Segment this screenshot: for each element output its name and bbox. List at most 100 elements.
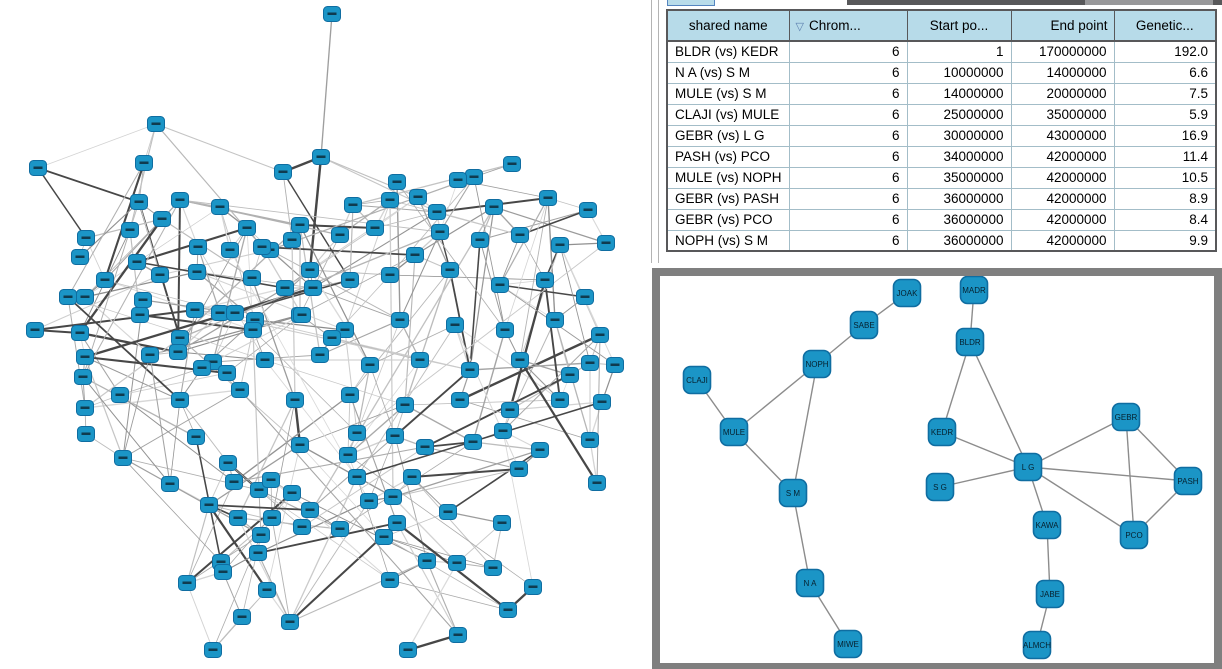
table-cell[interactable]: 30000000 [906, 125, 1012, 147]
network-node[interactable] [406, 247, 424, 263]
table-row[interactable]: NOPH (vs) S M 6 36000000 42000000 9.9 [667, 230, 1217, 251]
node-shape[interactable] [927, 417, 957, 447]
column-header-genetic---[interactable]: Genetic... [1113, 10, 1217, 42]
table-row[interactable]: CLAJI (vs) MULE 6 25000000 35000000 5.9 [667, 104, 1217, 126]
network-node[interactable] [449, 627, 467, 643]
network-node[interactable] [446, 317, 464, 333]
node-shape[interactable] [892, 278, 922, 308]
network-node[interactable] [496, 322, 514, 338]
network-node[interactable] [204, 642, 222, 658]
node-shape[interactable] [833, 629, 863, 659]
network-node[interactable] [233, 609, 251, 625]
network-node[interactable] [381, 192, 399, 208]
top-scrollbar-track[interactable] [847, 0, 1222, 5]
panel-splitter-line-2[interactable] [658, 0, 659, 263]
filter-icon[interactable]: ▽ [795, 21, 804, 33]
table-cell[interactable]: 25000000 [906, 104, 1012, 126]
network-node-KEDR[interactable]: KEDR [927, 417, 957, 447]
network-node[interactable] [366, 220, 384, 236]
table-row[interactable]: N A (vs) S M 6 10000000 14000000 6.6 [667, 62, 1217, 84]
network-node[interactable] [388, 174, 406, 190]
left-network-canvas[interactable] [0, 0, 652, 669]
node-shape[interactable] [778, 478, 808, 508]
network-node[interactable] [439, 504, 457, 520]
network-node[interactable] [171, 330, 189, 346]
network-node[interactable] [171, 192, 189, 208]
table-cell[interactable]: 36000000 [906, 209, 1012, 231]
network-node[interactable] [451, 392, 469, 408]
network-node[interactable] [253, 239, 271, 255]
network-node[interactable] [312, 149, 330, 165]
network-node[interactable] [375, 529, 393, 545]
network-node[interactable] [551, 392, 569, 408]
network-node[interactable] [249, 545, 267, 561]
table-cell[interactable]: 35000000 [906, 167, 1012, 189]
network-node[interactable] [323, 330, 341, 346]
network-node[interactable] [229, 510, 247, 526]
network-node[interactable] [311, 347, 329, 363]
node-shape[interactable] [719, 417, 749, 447]
network-node[interactable] [281, 614, 299, 630]
network-node[interactable] [511, 227, 529, 243]
table-cell[interactable]: 16.9 [1113, 125, 1217, 147]
network-node-ALMCH[interactable]: ALMCH [1022, 630, 1052, 660]
network-node[interactable] [121, 222, 139, 238]
table-row[interactable]: BLDR (vs) KEDR 6 1 170000000 192.0 [667, 41, 1217, 63]
network-node[interactable] [77, 426, 95, 442]
table-cell[interactable]: GEBR (vs) L G [667, 125, 790, 147]
network-node[interactable] [499, 602, 517, 618]
network-node[interactable] [396, 397, 414, 413]
table-cell[interactable]: 6 [788, 41, 908, 63]
network-node[interactable] [134, 292, 152, 308]
network-node[interactable] [128, 254, 146, 270]
network-node[interactable] [76, 289, 94, 305]
network-node[interactable] [291, 217, 309, 233]
table-cell[interactable]: 14000000 [1010, 62, 1115, 84]
table-cell[interactable]: CLAJI (vs) MULE [667, 104, 790, 126]
network-node[interactable] [386, 428, 404, 444]
network-node[interactable] [494, 423, 512, 439]
table-cell[interactable]: 6 [788, 125, 908, 147]
network-node[interactable] [151, 267, 169, 283]
network-node[interactable] [169, 344, 187, 360]
node-shape[interactable] [925, 472, 955, 502]
network-node[interactable] [464, 434, 482, 450]
column-header-shared-name[interactable]: shared name [667, 10, 790, 42]
network-node[interactable] [339, 447, 357, 463]
network-node[interactable] [130, 194, 148, 210]
network-node[interactable] [221, 242, 239, 258]
network-node[interactable] [581, 432, 599, 448]
table-cell[interactable]: GEBR (vs) PASH [667, 188, 790, 210]
network-node[interactable] [593, 394, 611, 410]
network-node[interactable] [283, 232, 301, 248]
node-shape[interactable] [1173, 466, 1203, 496]
network-node[interactable] [74, 369, 92, 385]
network-node[interactable] [218, 365, 236, 381]
node-shape[interactable] [1022, 630, 1052, 660]
table-cell[interactable]: MULE (vs) NOPH [667, 167, 790, 189]
network-node[interactable] [219, 455, 237, 471]
network-node-NOPH[interactable]: NOPH [802, 349, 832, 379]
table-cell[interactable]: 9.9 [1113, 230, 1217, 251]
network-node[interactable] [252, 527, 270, 543]
network-node[interactable] [348, 425, 366, 441]
network-node[interactable] [341, 272, 359, 288]
network-node[interactable] [71, 249, 89, 265]
table-cell[interactable]: 10000000 [906, 62, 1012, 84]
table-cell[interactable]: 42000000 [1010, 146, 1115, 168]
network-node[interactable] [399, 642, 417, 658]
network-node[interactable] [561, 367, 579, 383]
node-shape[interactable] [955, 327, 985, 357]
network-node[interactable] [576, 289, 594, 305]
network-node[interactable] [238, 220, 256, 236]
network-node[interactable] [71, 325, 89, 341]
table-cell[interactable]: 34000000 [906, 146, 1012, 168]
network-node[interactable] [26, 322, 44, 338]
network-node[interactable] [418, 553, 436, 569]
network-node[interactable] [588, 475, 606, 491]
column-header-start-po---[interactable]: Start po... [906, 10, 1012, 42]
network-node[interactable] [461, 362, 479, 378]
node-shape[interactable] [795, 568, 825, 598]
network-node[interactable] [171, 392, 189, 408]
column-header-chrom---[interactable]: ▽ Chrom... [788, 10, 908, 42]
